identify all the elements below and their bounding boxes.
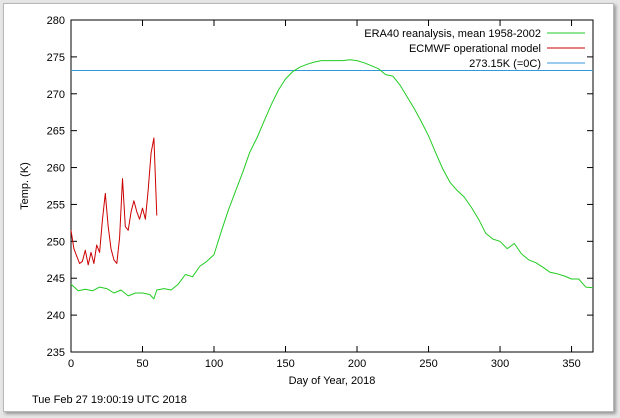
plot-border (70, 19, 594, 353)
x-tick-label: 200 (348, 358, 366, 370)
plot-frame: 0 50 100 150 200 250 300 350 235 240 245 250 255 260 2… (3, 3, 614, 412)
x-tick-label: 350 (562, 358, 580, 370)
y-tick-label: 250 (47, 236, 65, 248)
y-tick-label: 260 (47, 163, 65, 175)
y-tick-label: 275 (47, 52, 65, 64)
x-tick-label: 150 (276, 358, 294, 370)
y-tick-label: 255 (47, 199, 65, 211)
x-tick-label: 100 (205, 358, 223, 370)
x-tick-label: 300 (491, 358, 509, 370)
legend: ERA40 reanalysis, mean 1958-2002 ECMWF op… (364, 28, 585, 70)
y-axis-label: Temp. (K) (19, 162, 31, 210)
y-tick-label: 240 (47, 310, 65, 322)
x-axis-label: Day of Year, 2018 (289, 375, 376, 387)
y-tick-label: 270 (47, 89, 65, 101)
temperature-chart: 0 50 100 150 200 250 300 350 235 240 245 250 255 260 2… (19, 15, 594, 406)
timestamp: Tue Feb 27 19:00:19 UTC 2018 (32, 394, 187, 406)
x-tick-label: 50 (136, 358, 148, 370)
series-line-0 (70, 59, 594, 300)
y-tick-label: 235 (47, 347, 65, 359)
x-tick-label: 0 (68, 358, 74, 370)
legend-label: ERA40 reanalysis, mean 1958-2002 (364, 28, 541, 40)
y-tick-label: 245 (47, 273, 65, 285)
x-tick-label: 250 (419, 358, 437, 370)
series-lines (70, 59, 594, 300)
y-tick-label: 265 (47, 126, 65, 138)
y-tick-label: 280 (47, 15, 65, 27)
axes: 0 50 100 150 200 250 300 350 235 240 245 250 255 260 2… (47, 15, 594, 370)
legend-label: ECMWF operational model (409, 43, 541, 55)
legend-label: 273.15K (=0C) (469, 58, 541, 70)
series-line-1 (70, 137, 158, 266)
